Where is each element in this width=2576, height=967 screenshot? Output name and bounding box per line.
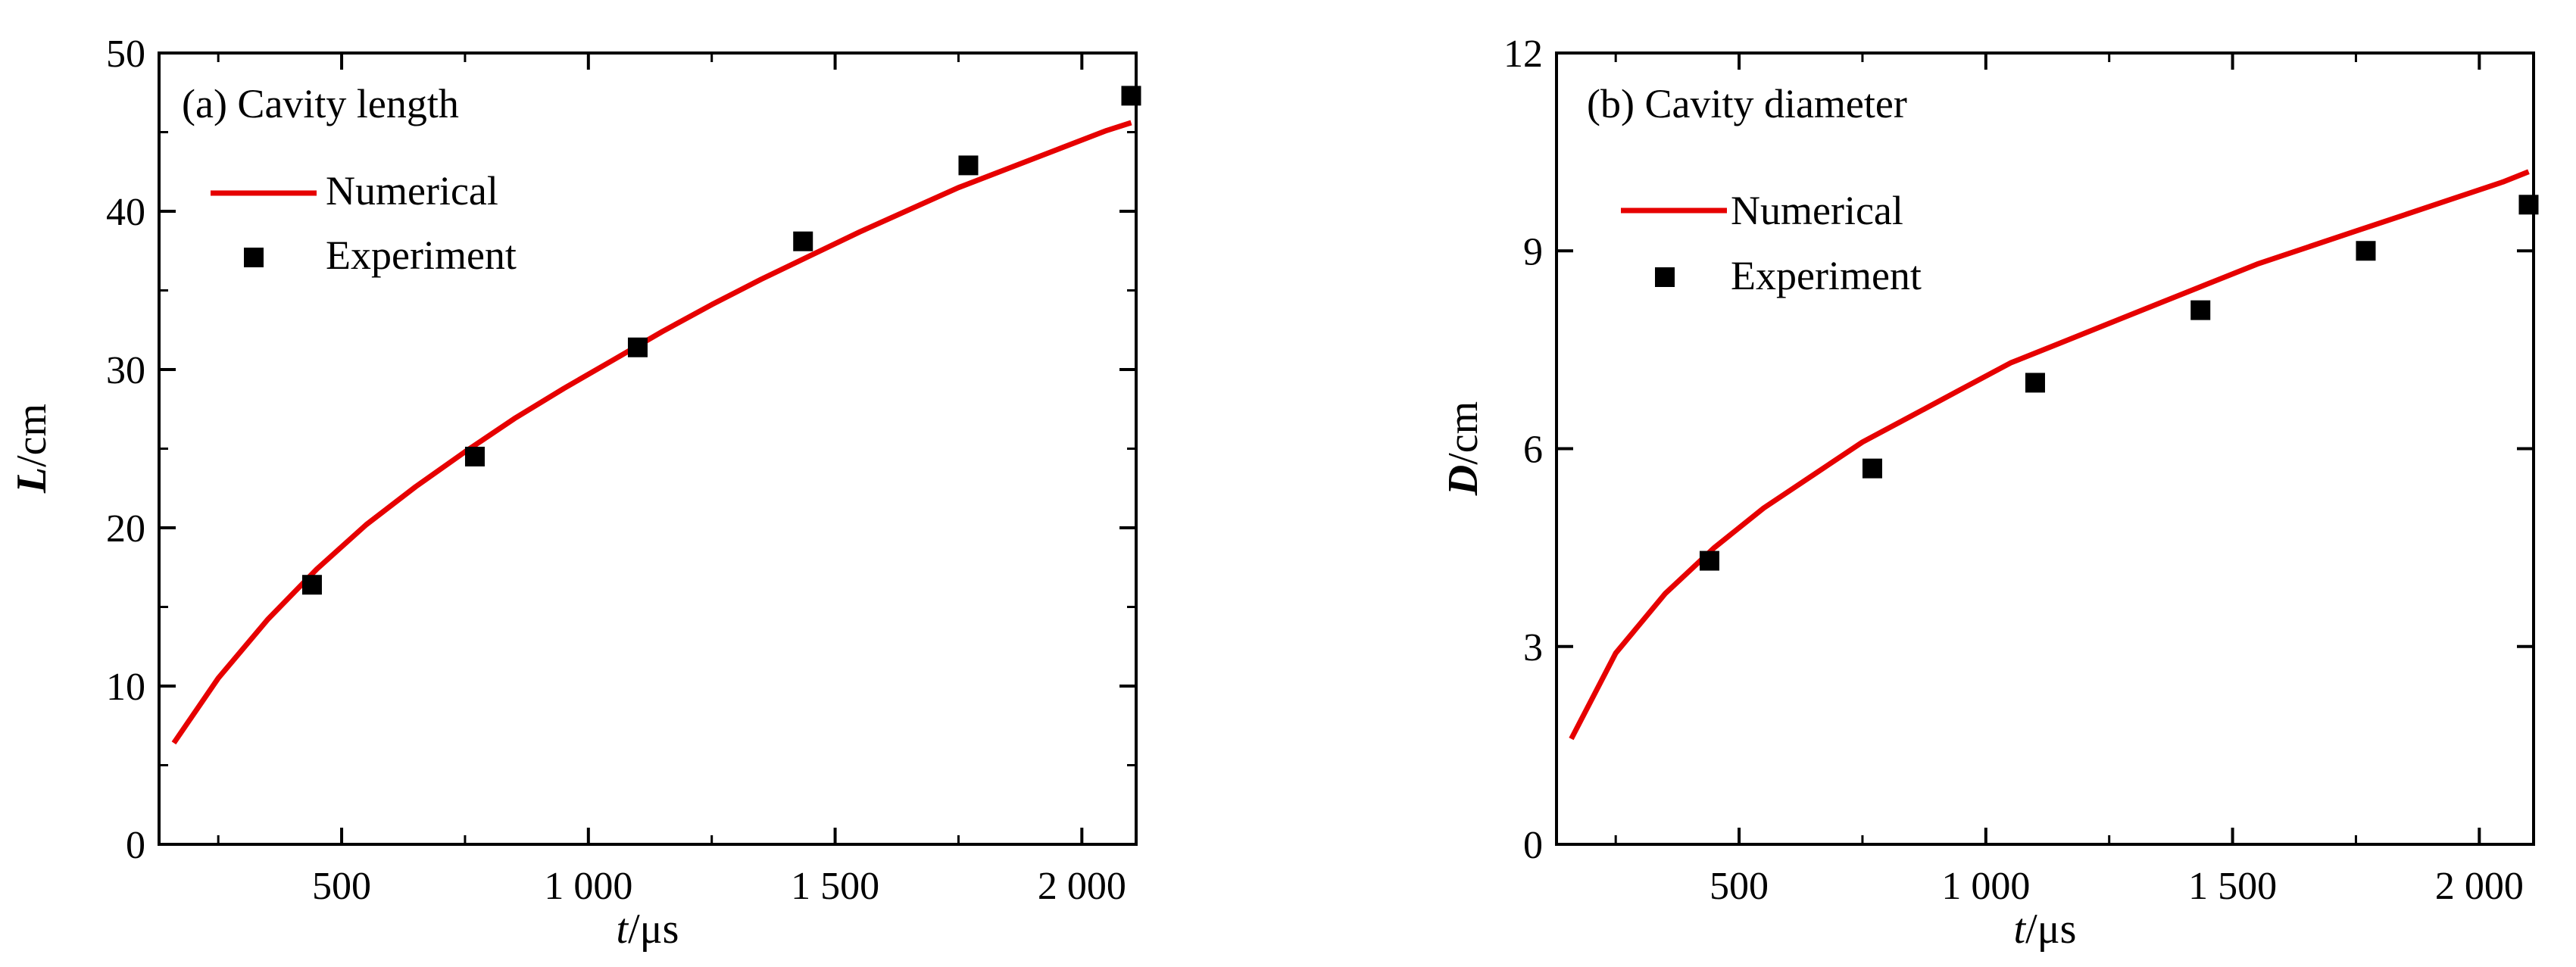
panel-a-title: (a) Cavity length [182,81,459,126]
panel-a-y-axis-title: L/cm [8,404,55,494]
experiment-point [2190,300,2211,320]
legend-experiment-marker-swatch [1655,267,1675,287]
legend-experiment-label: Experiment [326,232,517,278]
y-tick-label: 0 [1523,824,1543,867]
x-tick-label: 1 000 [1941,865,2030,908]
y-tick-label: 6 [1523,429,1543,472]
panel-b-series-points [1699,195,2539,571]
panel-a-legend: Numerical Experiment [211,168,517,278]
experiment-point [1699,551,1719,571]
y-tick-label: 20 [106,507,145,551]
y-tick-label: 30 [106,349,145,392]
experiment-point [2518,195,2539,215]
panel-b-series-lines [1569,169,2530,741]
y-tick-label: 0 [126,824,145,867]
y-axis-unit: /cm [8,404,55,467]
panel-b-legend: Numerical Experiment [1621,188,1922,298]
panel-a-x-axis-title: t/μs [617,906,679,953]
panel-b-axis-ticks [1557,51,2534,846]
x-tick-label: 1 500 [2188,865,2277,908]
y-axis-variable: D [1440,465,1487,496]
panel-a-tick-labels: 500 1 000 1 500 2 000 0 10 20 30 40 50 [106,33,1126,908]
panel-b-x-axis-title: t/μs [2014,906,2077,953]
experiment-point [627,337,648,357]
legend-experiment-label: Experiment [1731,253,1922,298]
y-tick-label: 10 [106,666,145,709]
panel-b-cavity-diameter: 500 1 000 1 500 2 000 0 3 6 9 12 (b) Cavity diam… [1440,33,2539,953]
panel-a-axis-ticks [159,51,1136,846]
x-tick-label: 1 000 [544,865,632,908]
experiment-point [1862,458,1882,479]
experiment-point [1121,86,1141,106]
experiment-point [958,155,979,176]
panel-b-y-axis-title: D/cm [1440,401,1487,496]
x-tick-label: 500 [1710,865,1769,908]
y-axis-unit: /cm [1440,401,1487,465]
numerical-curve [1569,169,2530,741]
x-axis-variable: t [2014,906,2027,953]
y-axis-variable: L [8,467,55,494]
x-axis-variable: t [617,906,629,953]
experiment-point [464,446,485,466]
x-axis-unit: /μs [628,906,679,953]
panel-a-plot-frame [158,51,1138,846]
panel-a-series-lines [171,120,1132,745]
x-tick-label: 500 [312,865,371,908]
experiment-point [2025,373,2045,393]
panel-a-cavity-length: 500 1 000 1 500 2 000 0 10 20 30 40 50 (a) Cavity… [8,33,1141,953]
panel-b-plot-frame [1555,51,2535,846]
y-tick-label: 9 [1523,230,1543,273]
legend-numerical-label: Numerical [1731,188,1903,233]
x-axis-unit: /μs [2025,906,2076,953]
numerical-curve [171,120,1132,745]
panel-b-tick-labels: 500 1 000 1 500 2 000 0 3 6 9 12 [1503,33,2524,908]
legend-experiment-marker-swatch [244,248,264,267]
panel-a-series-points [301,86,1141,595]
panel-b-title: (b) Cavity diameter [1587,81,1907,126]
legend-numerical-label: Numerical [326,168,498,214]
y-tick-label: 40 [106,191,145,234]
experiment-point [301,575,322,595]
y-tick-label: 12 [1503,33,1543,76]
y-tick-label: 50 [106,33,145,76]
x-tick-label: 2 000 [2435,865,2524,908]
x-tick-label: 2 000 [1038,865,1126,908]
y-tick-label: 3 [1523,626,1543,669]
experiment-point [2356,241,2376,261]
experiment-point [793,231,813,251]
x-tick-label: 1 500 [791,865,879,908]
